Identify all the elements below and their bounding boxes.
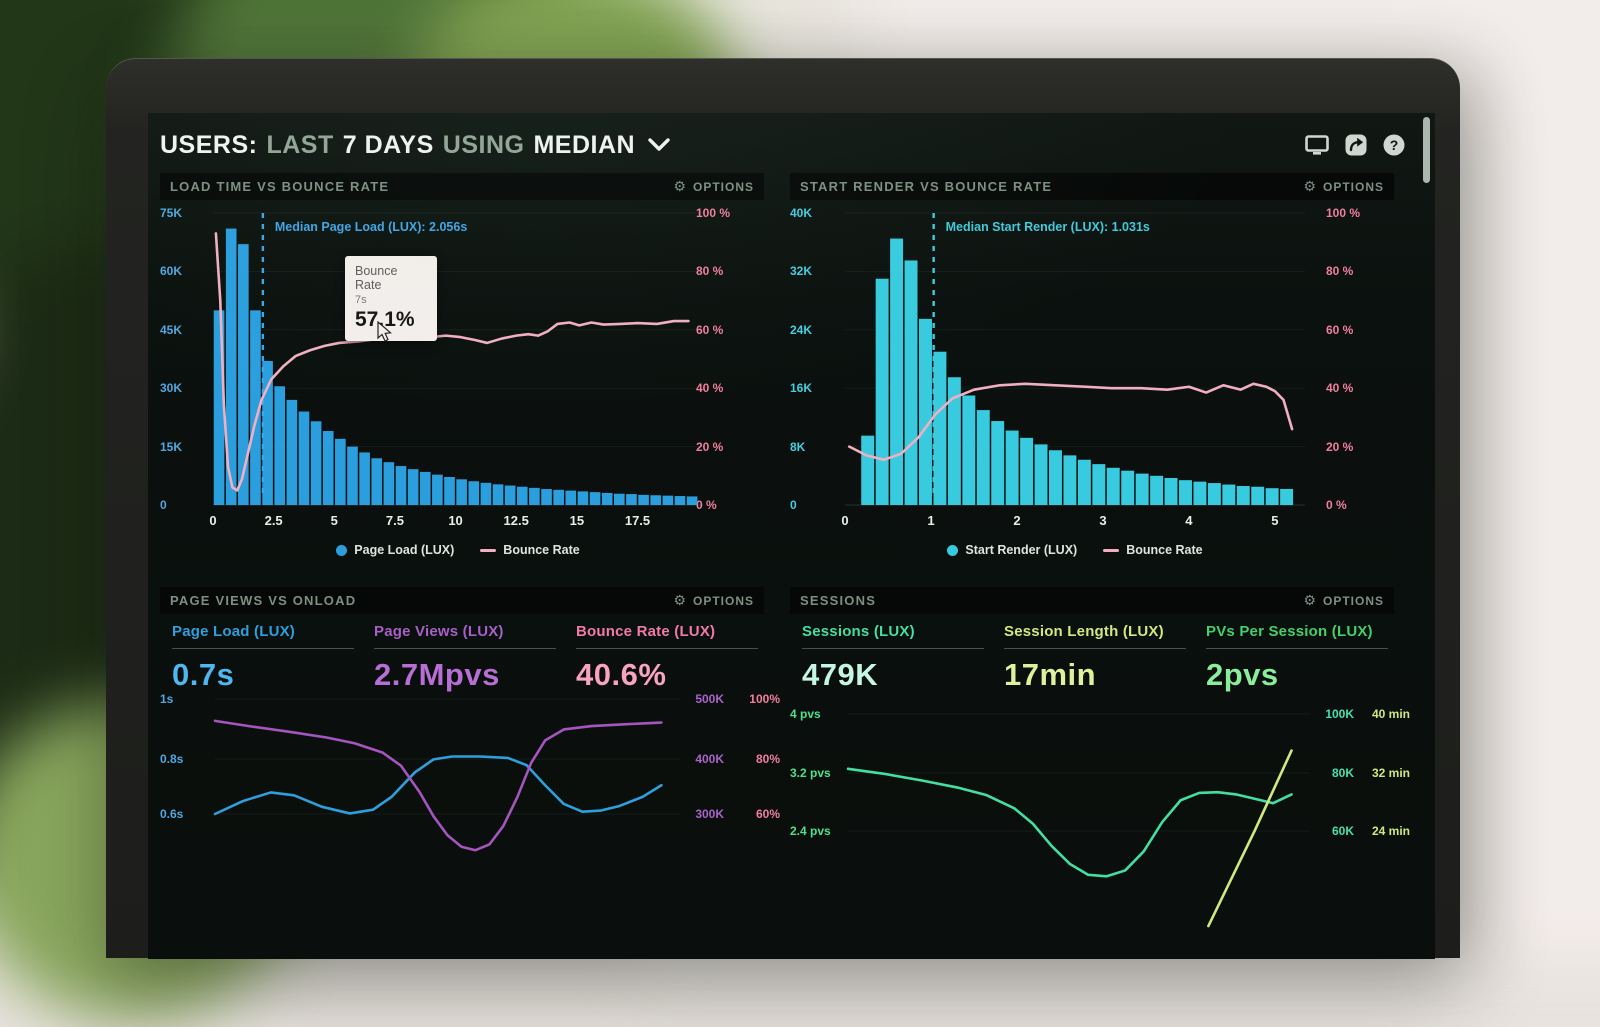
screen: USERS: LAST 7 DAYS USING MEDIAN	[148, 113, 1435, 959]
y-axis-tick: 80%	[732, 752, 780, 766]
y-axis-tick: 1s	[160, 692, 173, 706]
scrollbar[interactable]	[1423, 117, 1430, 183]
mouse-cursor-icon	[376, 321, 394, 343]
y-axis-tick: 100%	[732, 692, 780, 706]
svg-text:5: 5	[1271, 513, 1278, 528]
panel-start-render-vs-bounce-rate: START RENDER VS BOUNCE RATE ⚙ OPTIONS 40…	[790, 173, 1394, 565]
legend-label: Bounce Rate	[503, 543, 579, 557]
share-icon[interactable]	[1345, 134, 1367, 156]
y-axis-tick: 60K	[160, 264, 182, 278]
y-axis-tick: 0	[790, 498, 797, 512]
title-last: LAST	[266, 131, 333, 160]
y-axis-tick: 4 pvs	[790, 707, 821, 721]
y-axis-tick: 3.2 pvs	[790, 766, 831, 780]
svg-text:4: 4	[1185, 513, 1193, 528]
y-axis-tick: 15K	[160, 440, 182, 454]
chart-area[interactable]: 40K 32K 24K 16K 8K 0 100 % 80 % 60 % 40 % 20 % 0 % M…	[790, 173, 1394, 565]
y-axis-tick: 400K	[684, 752, 724, 766]
y-axis-tick: 32K	[790, 264, 812, 278]
legend-item[interactable]: Bounce Rate	[480, 543, 579, 557]
y-axis-tick: 40 min	[1362, 707, 1410, 721]
title-using: USING	[443, 131, 525, 160]
svg-text:2.5: 2.5	[265, 513, 283, 528]
y-axis-tick: 24 min	[1362, 824, 1410, 838]
laptop-bezel: USERS: LAST 7 DAYS USING MEDIAN	[106, 58, 1460, 958]
panel-page-views-vs-onload: PAGE VIEWS VS ONLOAD ⚙ OPTIONS Page Load…	[160, 587, 764, 1027]
chart-plot-svg	[215, 687, 680, 997]
svg-text:0: 0	[841, 513, 848, 528]
y-axis-tick: 0 %	[1326, 498, 1347, 512]
y-axis-tick: 300K	[684, 807, 724, 821]
y-axis-tick: 2.4 pvs	[790, 824, 831, 838]
y-axis-tick: 16K	[790, 381, 812, 395]
help-icon[interactable]: ?	[1383, 134, 1405, 156]
y-axis-tick: 40K	[790, 206, 812, 220]
y-axis-tick: 20 %	[1326, 440, 1353, 454]
legend-dot-swatch	[336, 545, 347, 556]
question-glyph: ?	[1390, 137, 1399, 153]
svg-text:7.5: 7.5	[386, 513, 404, 528]
y-axis-tick: 0.8s	[160, 752, 183, 766]
svg-text:17.5: 17.5	[625, 513, 650, 528]
display-icon[interactable]	[1305, 135, 1329, 155]
legend-item[interactable]: Start Render (LUX)	[947, 543, 1077, 557]
chart-plot-svg	[848, 687, 1310, 997]
y-axis-tick: 60 %	[1326, 323, 1353, 337]
y-axis-tick: 80 %	[1326, 264, 1353, 278]
legend-dot-swatch	[947, 545, 958, 556]
svg-text:0: 0	[209, 513, 216, 528]
svg-text:1: 1	[927, 513, 934, 528]
y-axis-tick: 100K	[1314, 707, 1354, 721]
legend-item[interactable]: Bounce Rate	[1103, 543, 1202, 557]
svg-text:5: 5	[331, 513, 338, 528]
y-axis-tick: 0.6s	[160, 807, 183, 821]
dashboard-title-dropdown[interactable]: USERS: LAST 7 DAYS USING MEDIAN	[160, 131, 670, 160]
tooltip-x-value: 7s	[355, 294, 427, 306]
y-axis-tick: 75K	[160, 206, 182, 220]
legend-item[interactable]: Page Load (LUX)	[336, 543, 454, 557]
y-axis-tick: 100 %	[1326, 206, 1360, 220]
svg-text:12.5: 12.5	[504, 513, 529, 528]
y-axis-tick: 60%	[732, 807, 780, 821]
y-axis-tick: 40 %	[1326, 381, 1353, 395]
svg-text:3: 3	[1099, 513, 1106, 528]
svg-text:10: 10	[448, 513, 462, 528]
legend-line-swatch	[1103, 549, 1119, 552]
y-axis-tick: 500K	[684, 692, 724, 706]
median-annotation: Median Start Render (LUX): 1.031s	[946, 220, 1150, 234]
y-axis-tick: 60K	[1314, 824, 1354, 838]
median-annotation: Median Page Load (LUX): 2.056s	[275, 220, 467, 234]
y-axis-tick: 45K	[160, 323, 182, 337]
title-users: USERS:	[160, 131, 257, 160]
svg-text:2: 2	[1013, 513, 1020, 528]
legend-label: Page Load (LUX)	[354, 543, 454, 557]
legend-label: Start Render (LUX)	[965, 543, 1077, 557]
svg-text:15: 15	[570, 513, 584, 528]
y-axis-tick: 0	[160, 498, 167, 512]
y-axis-tick: 30K	[160, 381, 182, 395]
y-axis-tick: 24K	[790, 323, 812, 337]
title-7days: 7 DAYS	[343, 131, 434, 160]
tooltip-series: Bounce Rate	[355, 264, 427, 292]
y-axis-tick: 8K	[790, 440, 805, 454]
chevron-down-icon	[648, 138, 670, 152]
legend-label: Bounce Rate	[1126, 543, 1202, 557]
legend-line-swatch	[480, 549, 496, 552]
y-axis-tick: 80K	[1314, 766, 1354, 780]
y-axis-tick: 32 min	[1362, 766, 1410, 780]
title-median: MEDIAN	[533, 131, 635, 160]
app-header: USERS: LAST 7 DAYS USING MEDIAN	[160, 127, 1405, 163]
